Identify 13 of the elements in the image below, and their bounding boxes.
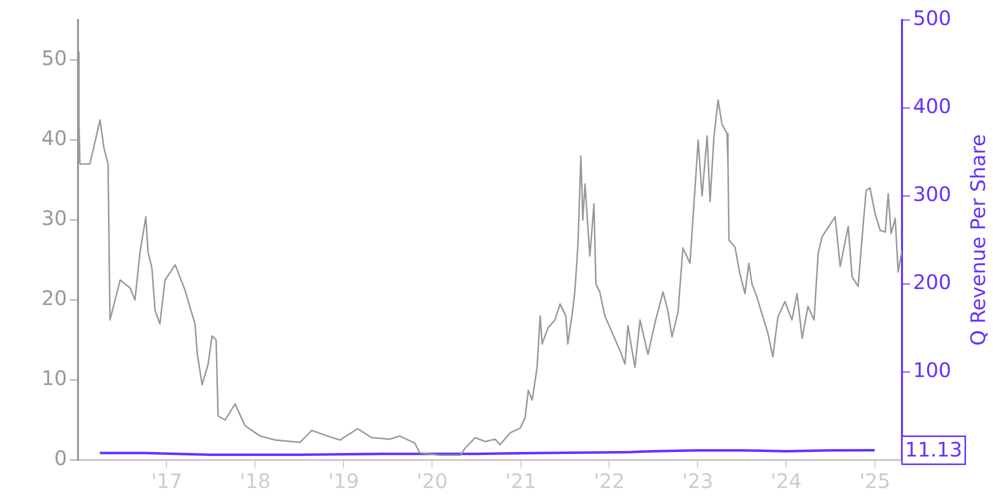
y-tick-label: 30: [42, 206, 67, 230]
y-tick-label: 40: [42, 126, 67, 150]
y-tick-label: 10: [42, 366, 67, 390]
y-tick-label: 50: [42, 46, 67, 70]
y2-tick-label: 300: [913, 182, 952, 206]
y2-tick-label: 400: [913, 94, 952, 118]
y-tick-label: 0: [54, 446, 67, 470]
y2-axis-title: Q Revenue Per Share: [966, 134, 990, 346]
y2-tick-label: 500: [913, 6, 952, 30]
y2-tick-label: 100: [913, 358, 952, 382]
text: 11.13: [905, 437, 962, 462]
y2-tick-label: 200: [913, 270, 952, 294]
y-tick-label: 20: [42, 286, 67, 310]
